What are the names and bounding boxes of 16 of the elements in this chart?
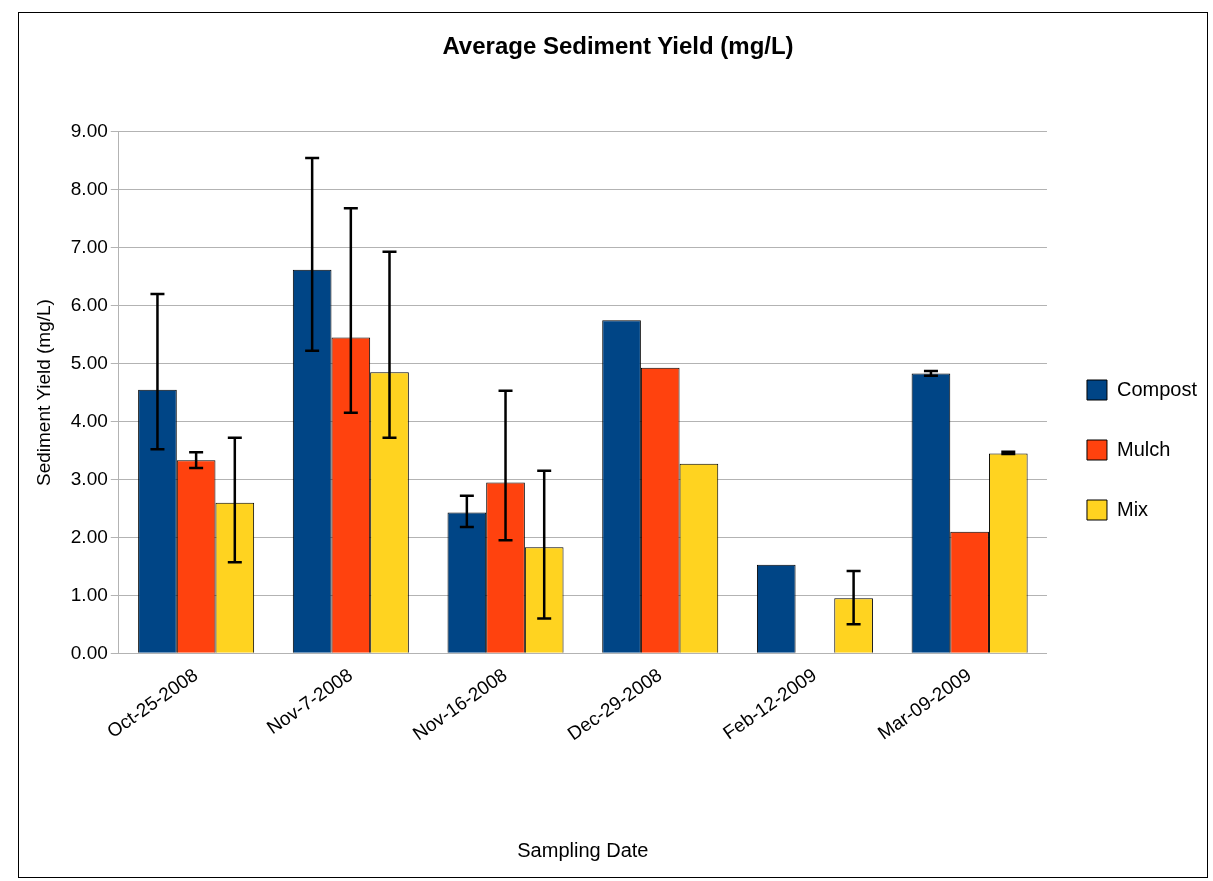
- y-tick-label: 0.00: [70, 641, 108, 663]
- legend-label: Compost: [1116, 377, 1198, 400]
- chart-title: Average Sediment Yield (mg/L): [442, 32, 794, 60]
- y-tick-label: 3.00: [70, 467, 108, 489]
- y-axis-title: Sediment Yield (mg/L): [32, 299, 54, 487]
- y-tick-label: 8.00: [70, 177, 108, 199]
- legend-label: Mulch: [1116, 437, 1171, 460]
- y-tick-label: 7.00: [70, 235, 108, 257]
- y-tick-label: 9.00: [70, 120, 108, 142]
- legend-label: Mix: [1116, 497, 1149, 520]
- y-tick-label: 2.00: [70, 525, 108, 547]
- y-tick-label: 6.00: [70, 293, 108, 315]
- x-axis-title: Sampling Date: [517, 838, 649, 861]
- y-tick-label: 4.00: [70, 409, 108, 431]
- y-tick-label: 5.00: [70, 351, 108, 373]
- y-tick-label: 1.00: [70, 583, 108, 605]
